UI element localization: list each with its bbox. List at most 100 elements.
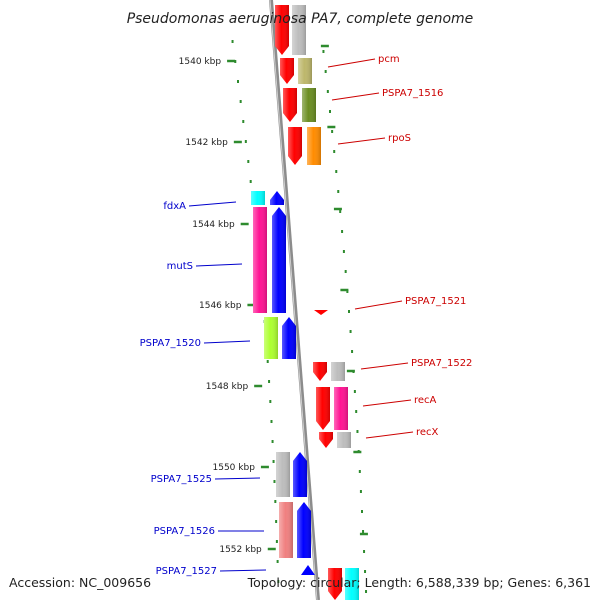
- gene-arrow-shade: [319, 432, 333, 448]
- guide-dot: [363, 550, 366, 553]
- guide-dot: [271, 440, 274, 443]
- gene-feature: [264, 317, 296, 359]
- gene-label: pcm: [378, 54, 400, 65]
- gene-feature: [275, 5, 306, 55]
- guide-dot: [275, 520, 278, 523]
- gene-label: PSPA7_1516: [382, 88, 443, 99]
- gene-arrow: [301, 565, 315, 575]
- guide-dot: [342, 250, 345, 253]
- cog-category-shade: [307, 127, 321, 165]
- gene-labels: pcm PSPA7_1516 rpoS fdxA mutS PSPA7_1520 PSPA7…: [140, 54, 473, 577]
- label-leader-line: [203, 340, 251, 344]
- label-leader-line: [365, 431, 414, 439]
- label-leader-line: [188, 201, 237, 207]
- guide-dot: [249, 180, 252, 183]
- gene-label: PSPA7_1527: [156, 566, 217, 577]
- label-leader-line: [337, 137, 386, 145]
- guide-dot: [358, 470, 361, 473]
- gene-label: PSPA7_1520: [140, 338, 201, 349]
- tick-marks: 1540 kbp 1542 kbp 1544 kbp 1546 kbp 1548 kbp…: [179, 44, 368, 555]
- guide-dot: [273, 480, 276, 483]
- gene-label: mutS: [167, 261, 193, 272]
- gene-feature: [301, 565, 315, 575]
- cog-category-shade: [334, 387, 348, 430]
- cog-category-shade: [345, 568, 359, 600]
- guide-dot: [329, 110, 331, 113]
- guide-dot: [272, 460, 275, 463]
- label-leader-line: [360, 362, 409, 370]
- guide-dot: [339, 210, 342, 213]
- gene-arrow-shade: [316, 387, 330, 430]
- cog-category-shade: [302, 88, 316, 122]
- guide-dot: [268, 380, 271, 383]
- guide-dot: [361, 510, 363, 513]
- gene-label: PSPA7_1521: [405, 296, 466, 307]
- map-title: Pseudomonas aeruginosa PA7, complete gen…: [127, 11, 474, 27]
- guide-dot: [365, 590, 368, 593]
- gene-arrow-shade: [293, 452, 307, 497]
- tick-label: 1546 kbp: [199, 301, 242, 311]
- label-leader-lines: [188, 58, 414, 572]
- gene-feature: [280, 58, 312, 84]
- cog-category-shade: [279, 502, 293, 558]
- guide-dot: [355, 410, 358, 413]
- gene-arrow-shade: [313, 362, 327, 381]
- guide-dot: [353, 390, 356, 393]
- gene-arrow: [314, 310, 328, 315]
- gene-arrow-shade: [282, 317, 296, 359]
- guide-dot: [333, 150, 336, 153]
- gene-arrow-shade: [328, 568, 342, 600]
- tick-label: 1542 kbp: [185, 138, 228, 148]
- gene-arrow-shade: [280, 58, 294, 84]
- guide-dot: [276, 560, 279, 563]
- gene-feature: [251, 191, 284, 205]
- cog-category-shade: [292, 5, 306, 55]
- cog-category-shade: [298, 58, 312, 84]
- cog-category-shade: [264, 317, 278, 359]
- guide-dot: [242, 120, 245, 123]
- cog-category-shade: [276, 452, 290, 497]
- gene-feature: [316, 387, 348, 430]
- gene-arrow-shade: [288, 127, 302, 165]
- label-leader-line: [362, 399, 412, 407]
- guide-dot: [244, 140, 247, 143]
- guide-dot: [269, 400, 272, 403]
- label-leader-line: [214, 477, 261, 480]
- gene-label: PSPA7_1522: [411, 358, 472, 369]
- gene-feature: [276, 452, 307, 497]
- cog-category-shade: [253, 207, 267, 313]
- gene-arrow-shade: [283, 88, 297, 122]
- accession-text: Accession: NC_009656: [9, 575, 151, 590]
- gene-label: PSPA7_1526: [154, 526, 215, 537]
- gene-features: [251, 5, 359, 600]
- cog-category-shade: [331, 362, 345, 381]
- genome-summary-text: Topology: circular; Length: 6,588,339 bp…: [247, 575, 591, 590]
- gene-label: PSPA7_1525: [151, 474, 212, 485]
- tick-label: 1540 kbp: [179, 57, 222, 67]
- genome-backbone-highlight: [269, 0, 318, 600]
- guide-dot: [237, 80, 240, 83]
- guide-dot: [341, 230, 344, 233]
- label-leader-line: [195, 263, 243, 267]
- gene-label: rpoS: [388, 133, 411, 144]
- gene-label: recA: [414, 395, 437, 406]
- guide-dot: [351, 350, 354, 353]
- guide-dot: [247, 160, 250, 163]
- guide-dot: [359, 490, 362, 493]
- label-leader-line: [354, 300, 403, 310]
- guide-dot: [346, 290, 349, 293]
- gene-feature: [279, 502, 311, 558]
- guide-dot: [356, 430, 359, 433]
- gene-feature: [253, 207, 286, 313]
- guide-dot: [331, 130, 334, 133]
- gene-arrow-shade: [297, 502, 311, 558]
- cog-category-shade: [337, 432, 351, 448]
- guide-dot: [364, 570, 367, 573]
- guide-dot: [362, 530, 365, 533]
- gene-arrow-shade: [272, 207, 286, 313]
- tick-label: 1548 kbp: [206, 382, 249, 392]
- gene-arrow-shade: [275, 5, 289, 55]
- guide-dot: [277, 580, 280, 583]
- guide-dot: [266, 360, 269, 363]
